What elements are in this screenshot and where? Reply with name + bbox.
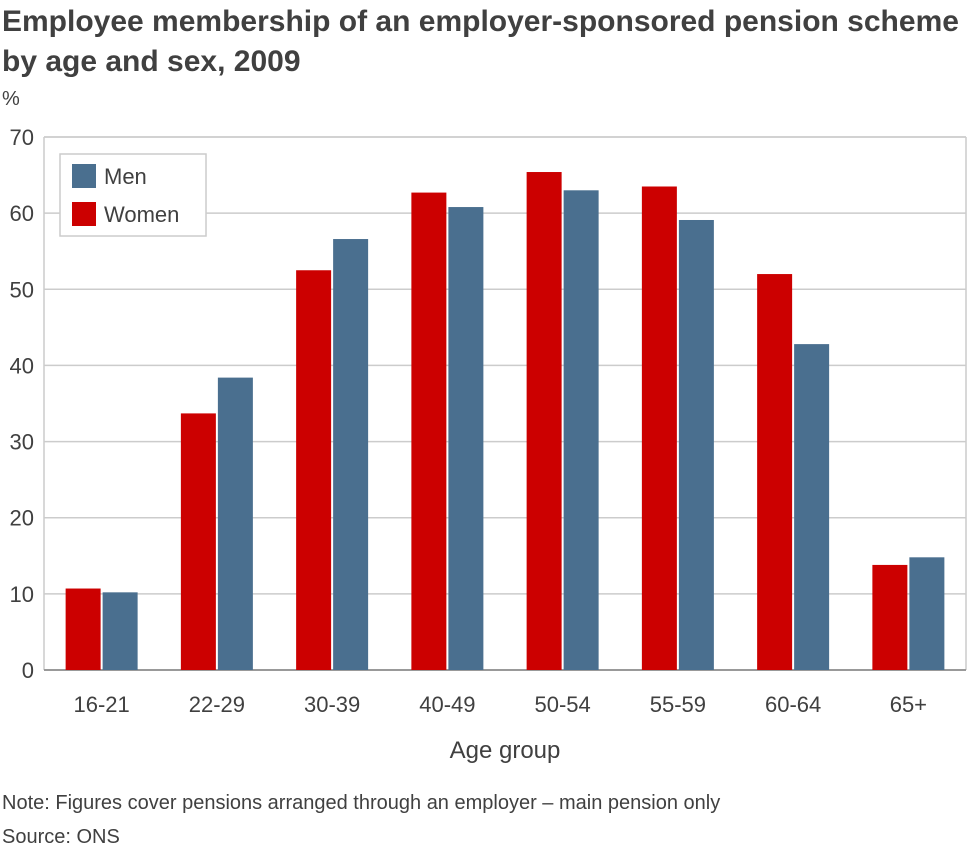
bar-men-30-39 [333, 239, 369, 670]
y-axis-ticks: 0 10 20 30 40 50 60 70 [10, 125, 34, 683]
x-tick-label: 40-49 [419, 692, 475, 717]
chart-note: Note: Figures cover pensions arranged th… [2, 792, 721, 814]
chart-title: Employee membership of an employer-spons… [2, 5, 959, 78]
bar-women-60-64 [757, 274, 793, 670]
bar-men-40-49 [448, 207, 484, 670]
legend: Men Women [59, 153, 207, 237]
y-tick-label: 40 [10, 353, 34, 378]
bar-women-30-39 [296, 270, 332, 670]
y-tick-label: 70 [10, 125, 34, 150]
bar-women-16-21 [65, 588, 101, 670]
bars [65, 172, 945, 671]
bar-men-22-29 [217, 377, 253, 670]
bar-women-65+ [872, 564, 908, 670]
y-tick-label: 30 [10, 430, 34, 455]
x-tick-label: 60-64 [765, 692, 821, 717]
bar-women-50-54 [526, 172, 562, 671]
bar-men-50-54 [563, 190, 599, 671]
x-tick-label: 55-59 [650, 692, 706, 717]
y-axis-unit-label: % [2, 88, 20, 110]
x-axis-ticks: 16-21 22-29 30-39 40-49 50-54 55-59 60-64 65+ [73, 692, 927, 717]
x-tick-label: 50-54 [534, 692, 590, 717]
y-tick-label: 60 [10, 201, 34, 226]
bar-men-65+ [909, 557, 945, 670]
bar-men-60-64 [794, 344, 830, 670]
bar-men-16-21 [102, 592, 138, 670]
bar-women-55-59 [641, 186, 677, 670]
bar-women-40-49 [411, 192, 447, 670]
y-tick-label: 50 [10, 277, 34, 302]
y-tick-label: 20 [10, 506, 34, 531]
legend-swatch-men [72, 164, 96, 188]
legend-label-men: Men [104, 164, 147, 189]
x-tick-label: 16-21 [73, 692, 129, 717]
bar-women-22-29 [180, 413, 216, 670]
y-tick-label: 0 [22, 658, 34, 683]
legend-swatch-women [72, 202, 96, 226]
x-tick-label: 30-39 [304, 692, 360, 717]
legend-label-women: Women [104, 202, 179, 227]
x-tick-label: 22-29 [189, 692, 245, 717]
x-axis-label: Age group [450, 737, 561, 764]
chart-source: Source: ONS [2, 826, 120, 848]
bar-men-55-59 [678, 219, 714, 670]
bar-chart: 0 10 20 30 40 50 60 70 16-21 22-29 30-39 40-49 50-5… [10, 125, 967, 764]
x-tick-label: 65+ [890, 692, 927, 717]
y-tick-label: 10 [10, 582, 34, 607]
